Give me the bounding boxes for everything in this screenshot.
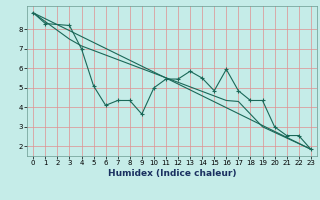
X-axis label: Humidex (Indice chaleur): Humidex (Indice chaleur): [108, 169, 236, 178]
